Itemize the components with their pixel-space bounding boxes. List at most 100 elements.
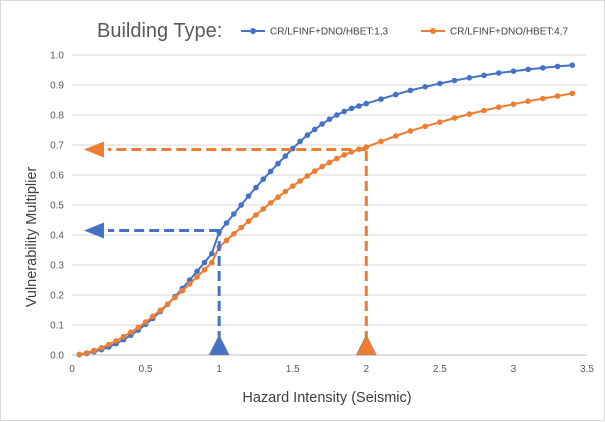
series-2-point	[481, 107, 487, 114]
series-2-point	[311, 168, 318, 174]
y-tick-0.1: 0.1	[50, 321, 64, 332]
series-2-point	[407, 128, 414, 134]
legend-swatch-marker-1	[250, 28, 256, 34]
series-1-point	[253, 184, 259, 191]
x-tick-1: 1	[216, 364, 222, 375]
series-1-point	[311, 126, 318, 133]
series-1-point	[481, 72, 487, 79]
series-2-point	[275, 194, 281, 200]
left-arrow-icon	[84, 222, 104, 239]
y-tick-0.4: 0.4	[50, 231, 64, 242]
series-1-point	[304, 132, 311, 138]
x-tick-3.5: 3.5	[580, 364, 594, 375]
series-2-point	[334, 155, 340, 162]
x-tick-0: 0	[69, 364, 75, 375]
y-tick-0.8: 0.8	[50, 111, 64, 122]
series-2-point	[245, 218, 252, 224]
series-1-point	[194, 268, 200, 275]
series-1-point	[208, 250, 215, 257]
series-2-point	[267, 200, 274, 206]
series-2-point	[201, 267, 208, 273]
series-1-point	[510, 68, 517, 74]
series-1-point	[319, 121, 325, 127]
series-2-point	[297, 178, 303, 184]
series-2-point	[164, 301, 171, 307]
series-1-point	[201, 259, 208, 266]
series-1-point	[569, 62, 576, 68]
series-2-point	[319, 163, 325, 170]
series-2-point	[282, 188, 289, 195]
series-2-point	[422, 123, 428, 130]
series-2-point	[223, 237, 230, 244]
chart-title: Building Type:	[97, 20, 222, 42]
legend: CR/LFINF+DNO/HBET:1,3 CR/LFINF+DNO/HBET:4…	[241, 27, 569, 38]
up-arrow-icon	[355, 334, 377, 356]
series-1-point	[437, 80, 443, 87]
series-2-point	[157, 307, 164, 314]
series-1-point	[289, 145, 296, 152]
y-tick-0.2: 0.2	[50, 291, 64, 302]
y-tick-0.7: 0.7	[50, 141, 64, 152]
series-2-point	[260, 206, 267, 212]
series-2-point	[437, 119, 443, 125]
series-1-point	[282, 153, 289, 159]
series-2-point	[76, 351, 83, 358]
series-2-point	[150, 313, 156, 320]
series-1-point	[378, 96, 384, 102]
x-tick-2.5: 2.5	[433, 364, 447, 375]
y-tick-labels: 0.0 0.1 0.2 0.3 0.4 0.5 0.6 0.7 0.8 0.9 1.0	[50, 51, 64, 362]
series-2-point	[495, 104, 502, 110]
legend-label-1: CR/LFINF+DNO/HBET:1,3	[270, 27, 389, 38]
grid-lines	[72, 54, 587, 356]
series-2-point	[510, 101, 517, 107]
series-1-point	[275, 160, 281, 167]
series-2-point	[179, 288, 186, 294]
series-1-point	[392, 91, 399, 98]
series-2-point	[525, 98, 531, 104]
series-2-point	[142, 319, 149, 325]
series-1-point	[267, 168, 274, 175]
x-tick-3: 3	[511, 364, 517, 375]
annotation-group	[84, 141, 377, 356]
series-1-point	[238, 202, 245, 208]
y-tick-1.0: 1.0	[50, 51, 64, 62]
series-1-point	[356, 103, 362, 109]
x-tick-2: 2	[364, 364, 370, 375]
series-2-point	[569, 90, 576, 97]
series-2-point	[540, 95, 546, 102]
series-2-point	[231, 231, 237, 237]
series-1-point	[466, 75, 473, 81]
series-2-point	[554, 93, 561, 99]
series-1-point	[223, 220, 230, 226]
x-tick-0.5: 0.5	[139, 364, 153, 375]
series-1-point	[260, 176, 267, 182]
series-1-point	[554, 63, 561, 70]
series-2-point	[120, 333, 127, 340]
series-2-point	[128, 329, 134, 336]
series-1-point	[245, 193, 252, 199]
left-arrow-icon	[84, 141, 104, 158]
series-1-point	[451, 77, 458, 84]
series-1-point	[297, 138, 303, 145]
series-2-point	[172, 294, 178, 301]
series-2-point	[208, 259, 215, 266]
y-tick-0.6: 0.6	[50, 171, 64, 182]
series-2-point	[194, 274, 200, 280]
x-axis-title: Hazard Intensity (Seismic)	[242, 390, 411, 406]
series-1-point	[422, 84, 428, 90]
y-tick-0.0: 0.0	[50, 351, 64, 362]
series-group	[76, 62, 576, 358]
series-1-point	[525, 66, 531, 73]
series-2-point	[186, 281, 193, 287]
legend-label-2: CR/LFINF+DNO/HBET:4,7	[450, 27, 569, 38]
series-2-point	[83, 350, 90, 356]
series-2-point	[98, 345, 105, 351]
series-2-point	[392, 133, 399, 139]
series-2-point	[326, 159, 333, 166]
series-1-point	[363, 100, 370, 107]
series-1-point	[407, 87, 414, 94]
x-tick-labels: 0 0.5 1 1.5 2 2.5 3 3.5	[69, 364, 594, 375]
x-tick-1.5: 1.5	[286, 364, 300, 375]
series-2-point	[91, 347, 97, 354]
